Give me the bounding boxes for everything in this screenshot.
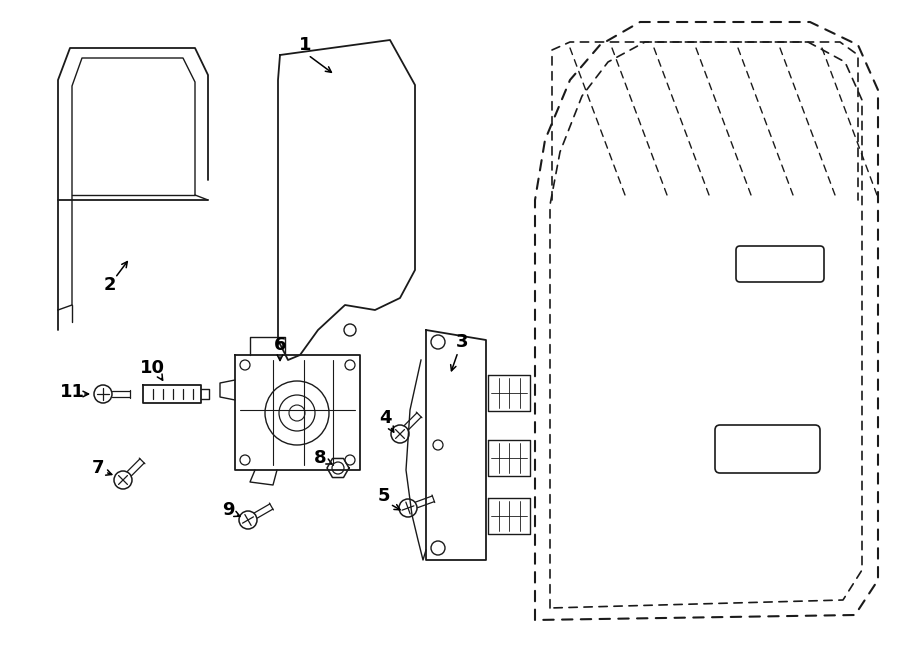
Text: 5: 5 (378, 487, 391, 505)
Text: 6: 6 (274, 336, 286, 354)
Text: 7: 7 (92, 459, 104, 477)
Text: 9: 9 (221, 501, 234, 519)
Text: 8: 8 (314, 449, 327, 467)
FancyBboxPatch shape (736, 246, 824, 282)
Text: 10: 10 (140, 359, 165, 377)
Text: 3: 3 (455, 333, 468, 351)
Text: 1: 1 (299, 36, 311, 54)
FancyBboxPatch shape (715, 425, 820, 473)
Text: 2: 2 (104, 276, 116, 294)
Text: 11: 11 (59, 383, 85, 401)
Text: 4: 4 (379, 409, 392, 427)
